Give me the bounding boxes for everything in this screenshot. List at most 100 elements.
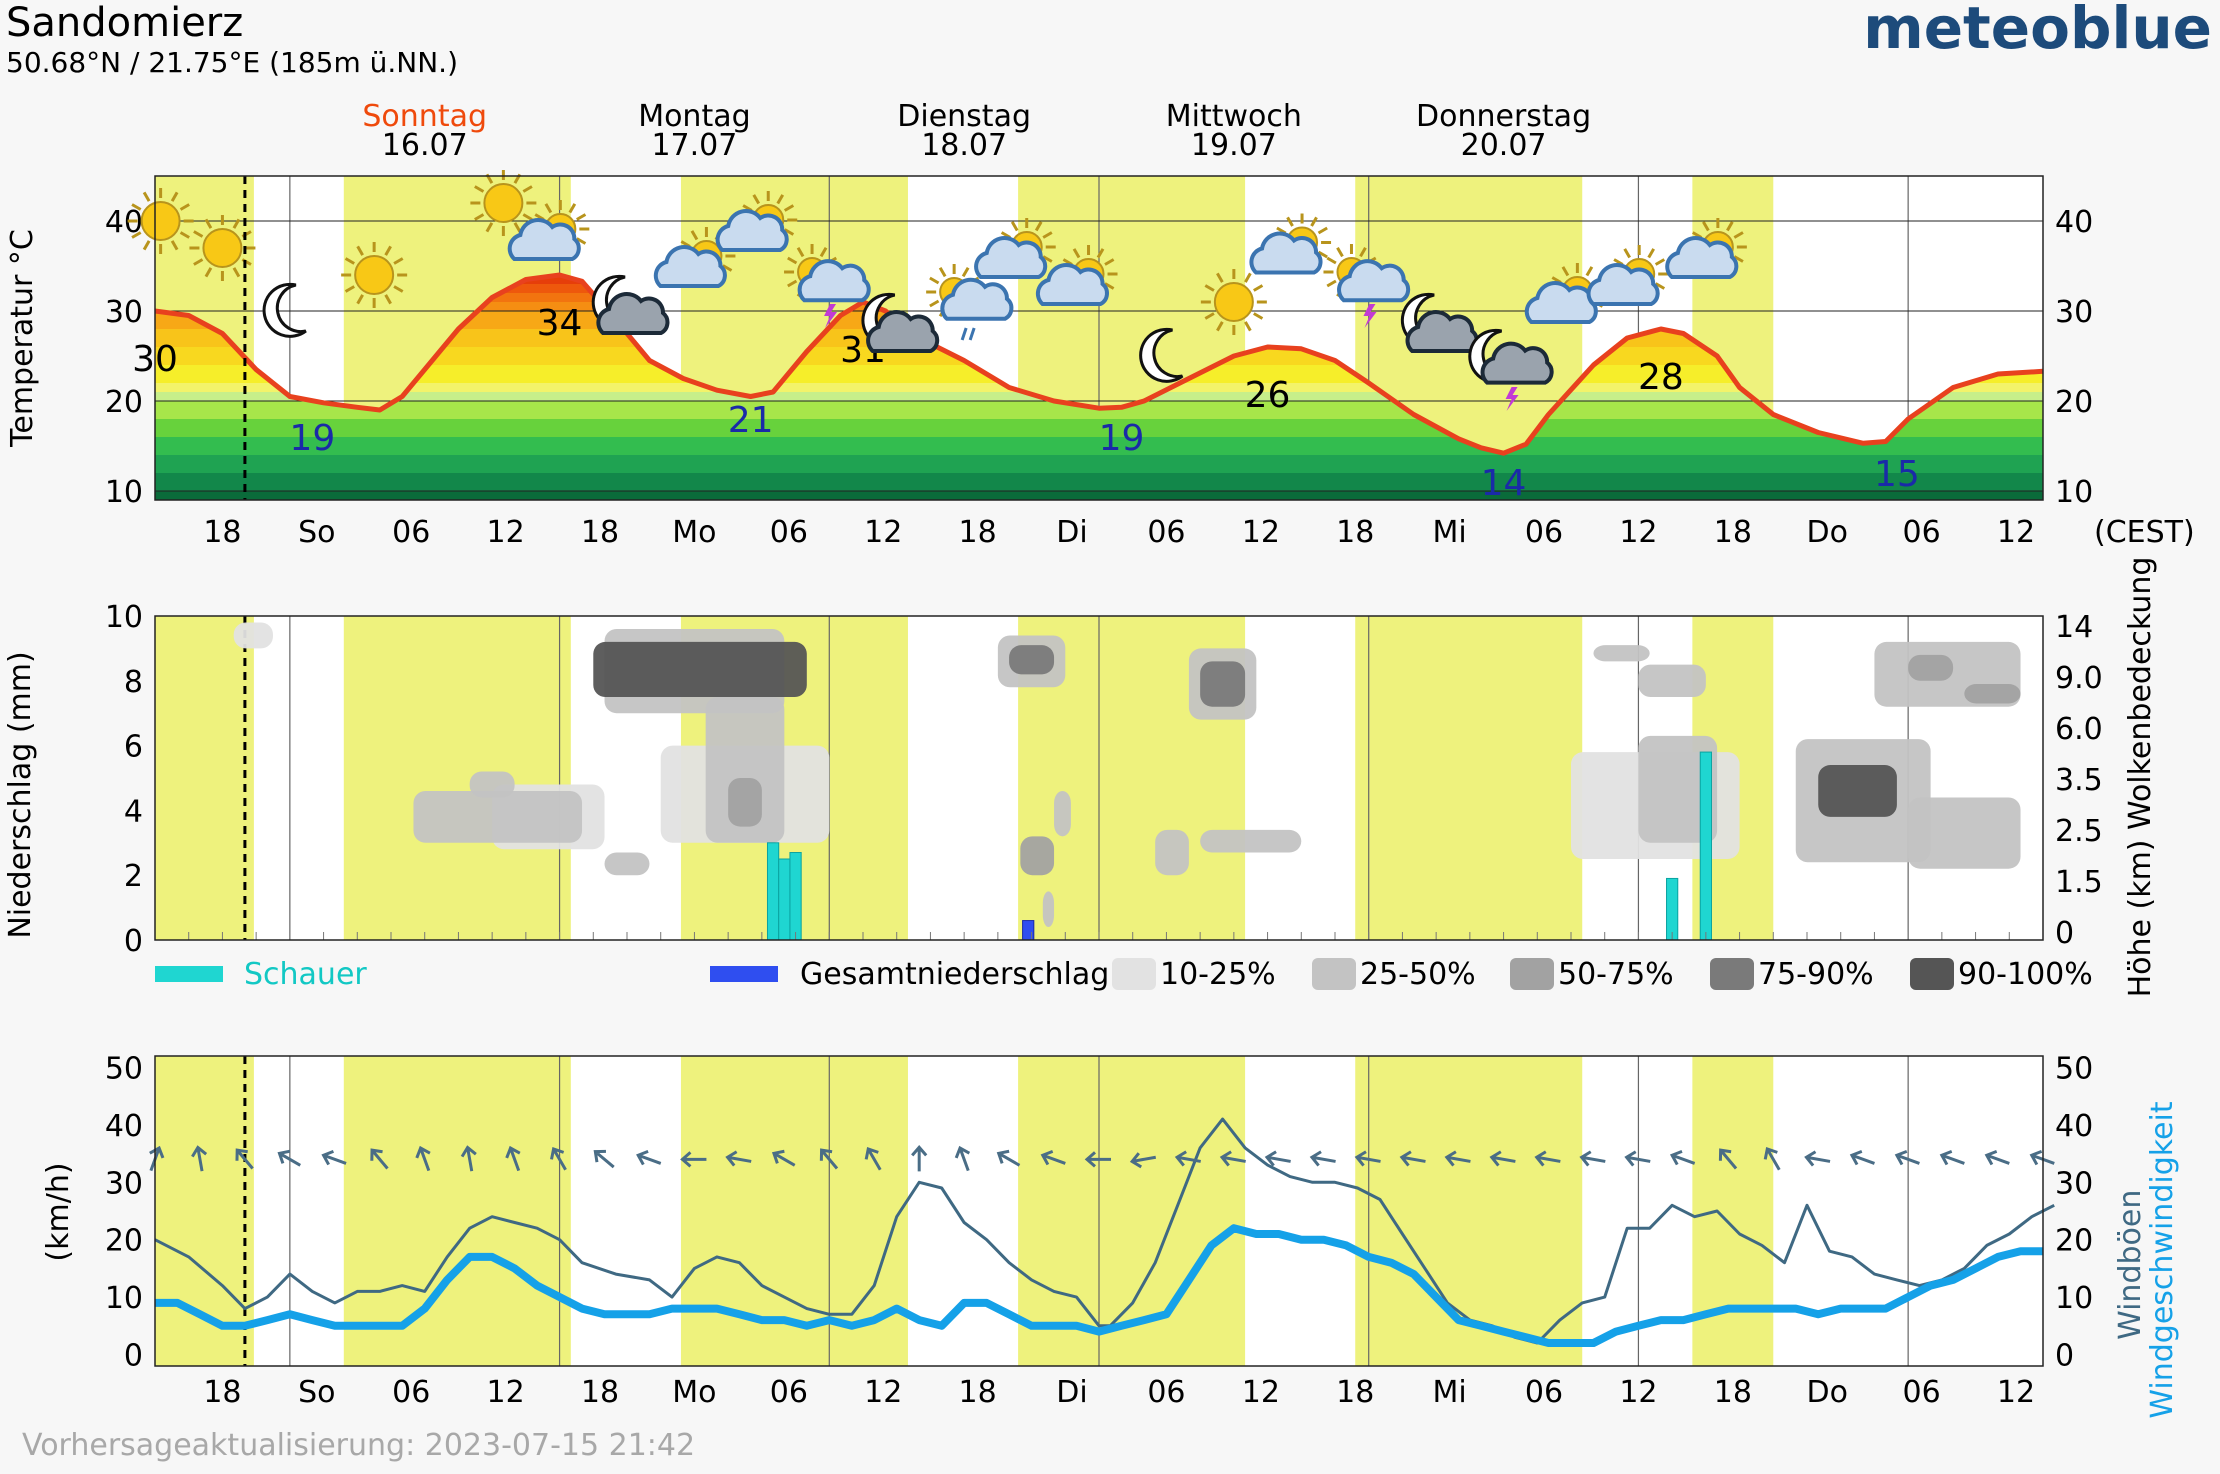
wind-arrow-shape <box>321 1149 347 1166</box>
brand-logo[interactable]: meteoblue <box>1863 0 2212 62</box>
day-date: 16.07 <box>382 128 468 163</box>
wind-panel: (km/h) 0 0 10 10 20 20 30 30 40 40 50 50 <box>41 1051 2093 1373</box>
x-tick-label: Do <box>1806 515 1847 550</box>
lightning-bolt <box>824 304 838 328</box>
cloud-shape <box>653 245 727 288</box>
sun-ray <box>722 264 733 272</box>
legend-cloud-label: 25-50% <box>1360 957 1476 992</box>
wind-arrow-shape <box>1984 1149 2010 1166</box>
wind-ytick-left: 20 <box>105 1224 143 1259</box>
sun-ray <box>179 231 190 239</box>
wind-ylabel: (km/h) <box>41 1162 76 1261</box>
wind-direction-arrow <box>1894 1149 1920 1166</box>
x-tick-label: 12 <box>487 515 525 550</box>
wind-direction-arrow <box>771 1149 796 1167</box>
sun-disc <box>202 228 243 268</box>
precipitation-legend: Schauer Gesamtniederschlag 10-25% 25-50% 50-… <box>155 957 2093 992</box>
sun-ray <box>522 185 533 193</box>
wind-direction-arrow <box>1309 1150 1336 1167</box>
wind-direction-arrow <box>550 1146 567 1171</box>
wind-direction-arrow <box>321 1149 347 1166</box>
x-tick-label: 18 <box>1714 515 1752 550</box>
x-tick-label: 18 <box>959 1375 997 1410</box>
wind-arrow-shape <box>725 1150 752 1167</box>
cloud-cover-blob <box>1593 645 1650 662</box>
shower-bar <box>778 858 791 941</box>
sun-ray <box>1042 255 1053 263</box>
storm-icon <box>784 244 871 328</box>
sun-ray <box>1654 282 1666 290</box>
sun-disc <box>140 201 181 241</box>
sun-ray <box>1286 216 1294 227</box>
sun-ray <box>485 222 494 233</box>
wind-direction-arrow <box>864 1146 882 1171</box>
wind-direction-arrow <box>277 1149 301 1167</box>
cloud-shape <box>1586 263 1660 306</box>
sun-ray <box>356 245 364 256</box>
wind-direction-arrow <box>911 1145 928 1172</box>
wind-arrow-shape <box>550 1146 567 1171</box>
partly-icon <box>715 191 798 252</box>
sun-ray <box>1216 272 1224 283</box>
cloud-height-ytick: 3.5 <box>2055 763 2103 798</box>
total-precip-bar <box>1022 920 1035 941</box>
sun-ray <box>1253 312 1264 320</box>
moon-storm-icon <box>1468 328 1554 411</box>
wind-direction-arrow <box>680 1151 707 1168</box>
shower-bar <box>766 842 780 941</box>
partly-icon <box>1035 245 1118 306</box>
wind-direction-arrow <box>1399 1150 1426 1167</box>
sun-ray <box>170 240 179 251</box>
wind-arrow-shape <box>1264 1150 1291 1167</box>
cloud-shape <box>866 310 940 353</box>
x-tick-label: 18 <box>1714 1375 1752 1410</box>
wind-daylight <box>1355 1056 1583 1366</box>
temperature-ytick-right: 10 <box>2055 475 2093 510</box>
sun-icon <box>341 242 408 308</box>
cloud-cover-blob <box>1908 797 2021 869</box>
sun-ray <box>1244 321 1252 332</box>
cloud-cover-blob <box>1042 891 1055 928</box>
wind-direction-arrow <box>191 1145 208 1172</box>
precip-ytick: 0 <box>124 924 143 959</box>
precip-ytick: 10 <box>105 600 143 635</box>
sun-ray <box>1561 266 1570 277</box>
day-date: 18.07 <box>921 128 1007 163</box>
moon-cloud-icon <box>861 292 940 353</box>
precip-ytick: 6 <box>124 730 143 765</box>
wind-direction-arrow <box>505 1145 521 1172</box>
cloud-height-ytick: 9.0 <box>2055 661 2103 696</box>
wind-ytick-right: 10 <box>2055 1281 2093 1316</box>
wind-direction-arrow <box>1264 1150 1291 1167</box>
cloud-cover-blobs <box>233 622 2021 928</box>
sun-ray <box>1216 321 1224 332</box>
wind-direction-arrow <box>1084 1151 1111 1168</box>
wind-arrow-shape <box>771 1149 796 1167</box>
wind-arrow-shape <box>277 1149 301 1167</box>
wind-arrow-shape <box>1894 1149 1920 1166</box>
cloud-cover-blob <box>1908 654 1954 681</box>
x-tick-label: 12 <box>487 1375 525 1410</box>
wind-arrow-shape <box>1309 1150 1336 1167</box>
precip-ytick: 2 <box>124 859 143 894</box>
rain-drop <box>960 327 968 341</box>
x-tick-label: Do <box>1806 1375 1847 1410</box>
sun-ray <box>752 194 761 205</box>
sun-ray <box>796 247 805 258</box>
sun-ray <box>232 267 241 278</box>
wind-ylabel-right: Windböen Windgeschwindigkeit <box>2113 1101 2180 1418</box>
x-tick-label: 18 <box>203 1375 241 1410</box>
sun-ray <box>393 257 404 265</box>
sun-ray <box>1326 256 1337 265</box>
wind-gust-label: Windböen <box>2113 1190 2148 1340</box>
sun-disc <box>1213 282 1254 322</box>
sun-icon <box>127 188 194 254</box>
wind-arrow-shape <box>1174 1150 1201 1167</box>
cloud-shape <box>1249 231 1323 275</box>
legend-cloud-label: 50-75% <box>1558 957 1674 992</box>
sun-ray <box>179 203 190 211</box>
temperature-max-label: 34 <box>537 303 583 344</box>
legend-showers-swatch <box>155 966 223 982</box>
wind-arrow-shape <box>1579 1150 1606 1167</box>
